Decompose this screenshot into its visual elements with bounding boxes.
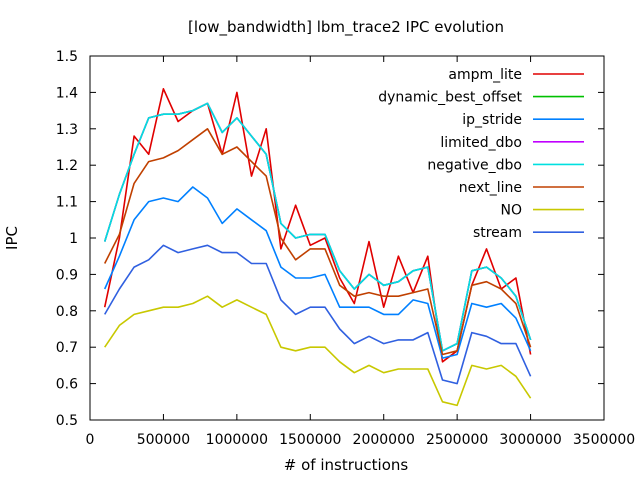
y-axis-label: IPC — [3, 226, 21, 250]
series-layer — [103, 88, 532, 407]
x-tick-label: 3000000 — [499, 432, 561, 448]
x-tick-label: 2000000 — [353, 432, 415, 448]
y-tick-label: 1.4 — [56, 85, 78, 101]
legend-label: limited_dbo — [440, 135, 522, 151]
x-tick-label: 1500000 — [279, 432, 341, 448]
legend-label: next_line — [459, 180, 522, 196]
y-tick-label: 1 — [69, 231, 78, 247]
plot-frame — [89, 55, 605, 421]
series-line-negative-dbo — [103, 102, 532, 352]
x-axis-label: # of instructions — [284, 456, 409, 474]
legend-label: negative_dbo — [427, 157, 522, 173]
y-tick-label: 0.8 — [56, 304, 78, 320]
y-tick-label: 0.6 — [56, 377, 78, 393]
y-tick-label: 0.9 — [56, 267, 78, 283]
legend-label: stream — [473, 225, 522, 241]
legend-label: ampm_lite — [448, 67, 522, 83]
series-line-ip-stride — [103, 186, 532, 359]
series-line-no — [104, 295, 532, 407]
legend-label: NO — [501, 203, 523, 219]
y-tick-label: 1.1 — [56, 195, 78, 211]
series-line-stream — [104, 244, 532, 385]
axes-layer: 0 500000 1000000 1500000 2000000 2500000 30000… — [56, 49, 635, 448]
y-tick-label: 0.5 — [56, 413, 78, 429]
legend-label: dynamic_best_offset — [378, 90, 522, 106]
series-line-next-line — [103, 128, 532, 356]
chart-title: [low_bandwidth] lbm_trace2 IPC evolution — [188, 18, 504, 37]
y-tick-label: 0.7 — [56, 340, 78, 356]
x-tick-label: 1000000 — [206, 432, 268, 448]
x-tick-label: 3500000 — [573, 432, 635, 448]
legend: ampm_lite dynamic_best_offset ip_stridelim… — [378, 67, 584, 241]
y-tick-label: 1.2 — [56, 158, 78, 174]
y-tick-label: 1.3 — [56, 122, 78, 138]
x-tick-label: 0 — [86, 432, 95, 448]
x-tick-label: 500000 — [137, 432, 190, 448]
x-tick-label: 2500000 — [426, 432, 488, 448]
y-tick-label: 1.5 — [56, 49, 78, 65]
legend-label: ip_stride — [462, 112, 522, 128]
